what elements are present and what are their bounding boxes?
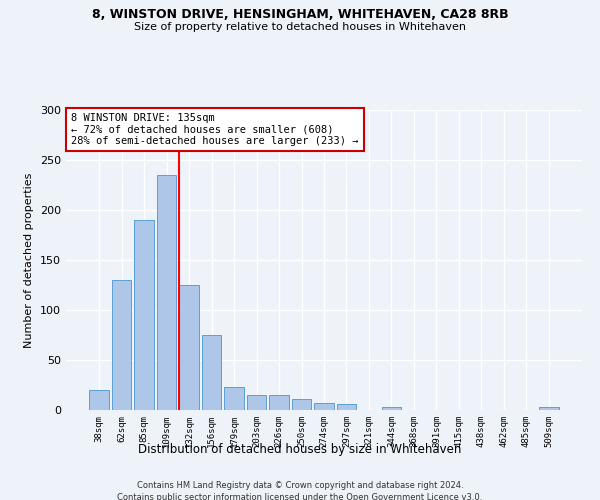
Bar (157, 175, 176, 410)
Bar (224, 387, 244, 410)
Bar (179, 285, 199, 410)
Bar (539, 407, 559, 410)
Bar (202, 335, 221, 410)
Text: Contains public sector information licensed under the Open Government Licence v3: Contains public sector information licen… (118, 492, 482, 500)
Text: 8 WINSTON DRIVE: 135sqm
← 72% of detached houses are smaller (608)
28% of semi-d: 8 WINSTON DRIVE: 135sqm ← 72% of detache… (71, 113, 359, 146)
Bar (112, 280, 131, 410)
Bar (134, 220, 154, 410)
Y-axis label: Number of detached properties: Number of detached properties (25, 172, 34, 348)
Bar (269, 395, 289, 410)
Bar (247, 395, 266, 410)
Text: 8, WINSTON DRIVE, HENSINGHAM, WHITEHAVEN, CA28 8RB: 8, WINSTON DRIVE, HENSINGHAM, WHITEHAVEN… (92, 8, 508, 20)
Text: Size of property relative to detached houses in Whitehaven: Size of property relative to detached ho… (134, 22, 466, 32)
Bar (314, 403, 334, 410)
Bar (292, 399, 311, 410)
Bar (382, 407, 401, 410)
Text: Contains HM Land Registry data © Crown copyright and database right 2024.: Contains HM Land Registry data © Crown c… (137, 481, 463, 490)
Bar (337, 404, 356, 410)
Bar (89, 390, 109, 410)
Text: Distribution of detached houses by size in Whitehaven: Distribution of detached houses by size … (139, 442, 461, 456)
